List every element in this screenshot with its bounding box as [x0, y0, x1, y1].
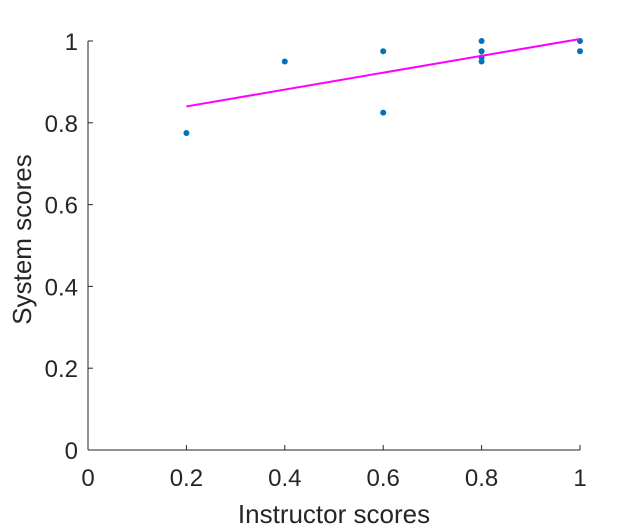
data-point [281, 58, 288, 65]
x-tick-label: 0.2 [170, 465, 203, 492]
x-axis-label: Instructor scores [238, 499, 430, 529]
y-tick-label: 1 [65, 29, 78, 56]
fit-line [186, 37, 581, 108]
x-axis-ticks: 0 0.2 0.4 0.6 0.8 1 [81, 445, 587, 492]
data-point [478, 58, 485, 65]
x-tick-label: 0.8 [465, 465, 498, 492]
y-tick-label: 0 [65, 438, 78, 465]
plot-area [183, 37, 583, 137]
x-tick-label: 0.6 [367, 465, 400, 492]
data-point [478, 38, 485, 44]
axes [87, 41, 580, 451]
y-axis-label: System scores [7, 154, 37, 325]
y-tick-label: 0.6 [45, 193, 78, 220]
data-point [577, 48, 583, 55]
x-tick-label: 0 [81, 465, 94, 492]
data-point [380, 109, 387, 116]
y-tick-label: 0.8 [45, 111, 78, 138]
y-tick-label: 0.2 [45, 356, 78, 383]
x-tick-label: 1 [573, 465, 586, 492]
data-point [478, 48, 485, 55]
y-axis-ticks: 0 0.2 0.4 0.6 0.8 1 [45, 29, 93, 465]
y-tick-label: 0.4 [45, 274, 78, 301]
data-point [183, 130, 190, 137]
data-point [380, 48, 387, 55]
x-tick-label: 0.4 [268, 465, 301, 492]
